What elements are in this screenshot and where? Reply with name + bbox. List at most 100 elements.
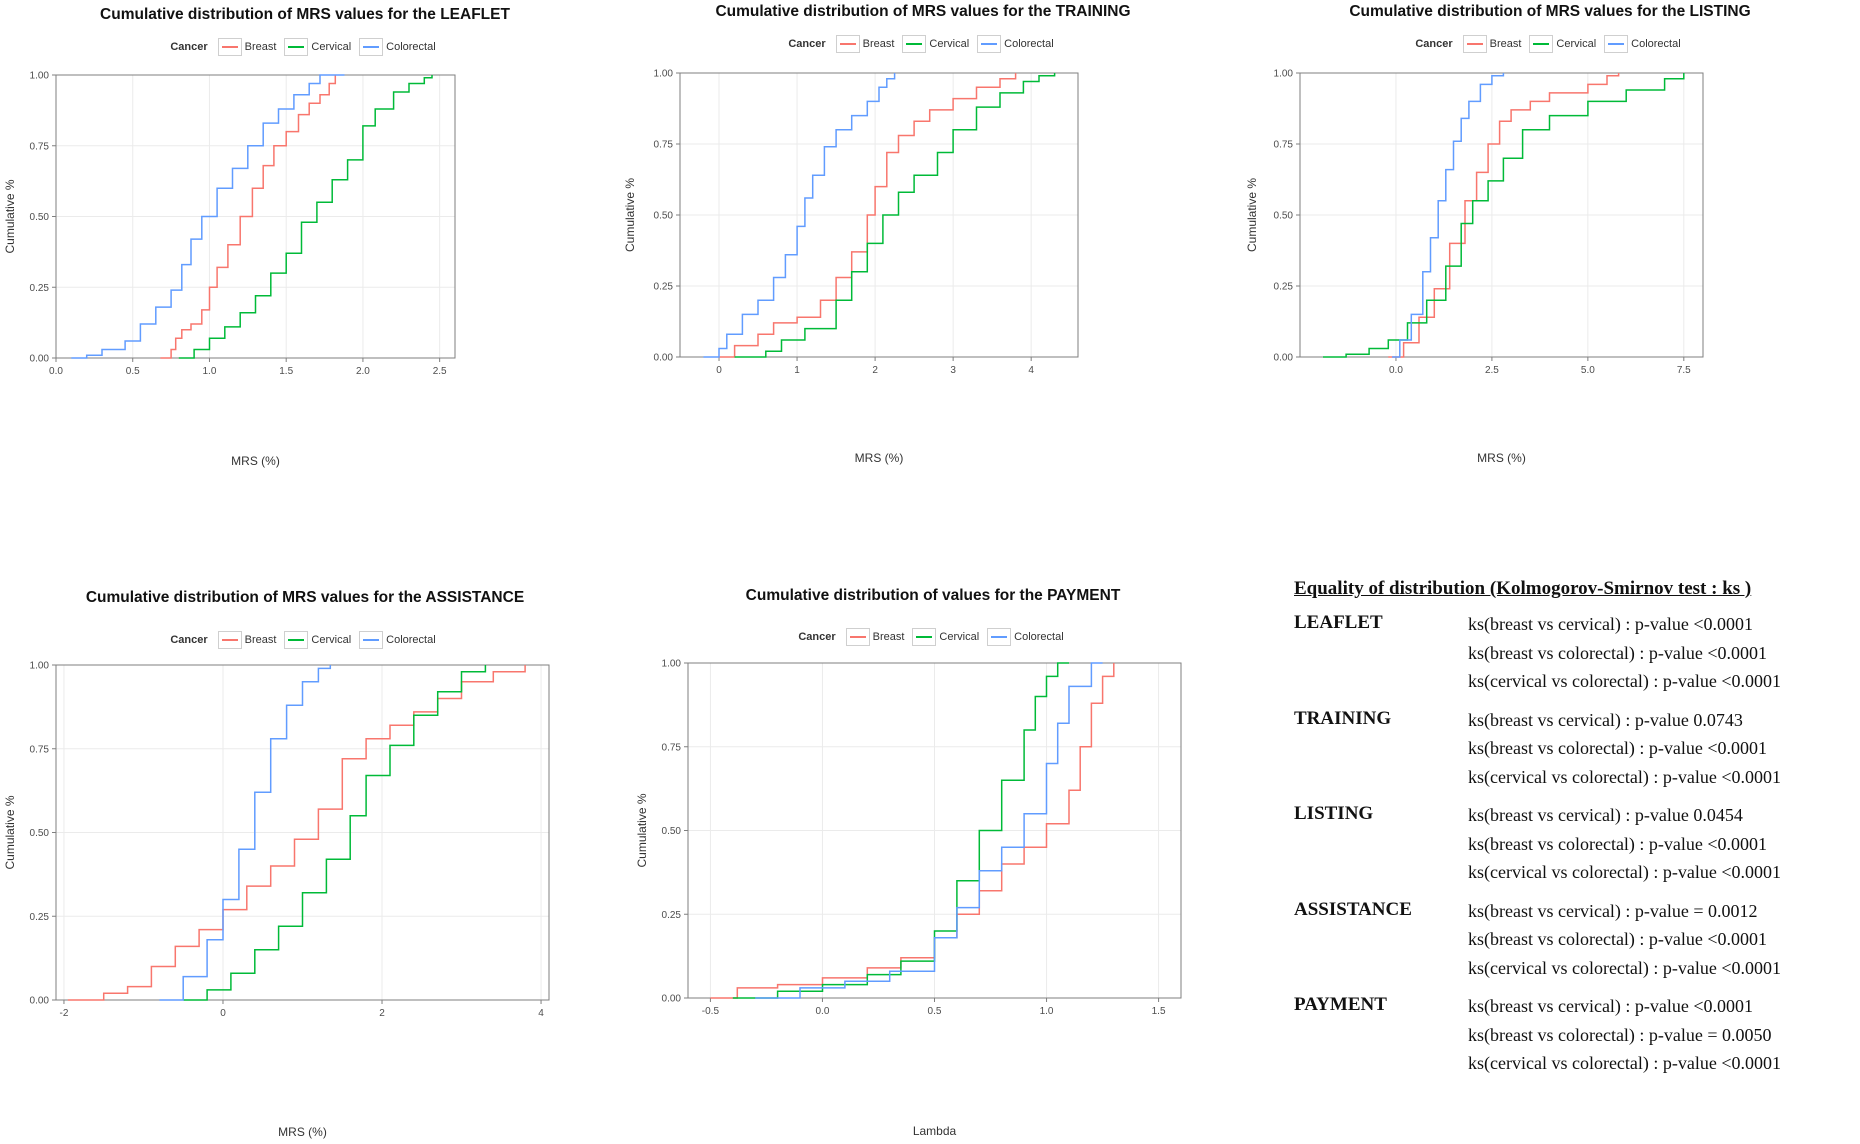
plot-frame [55,664,550,1001]
legend-item-cervical: Cervical [284,38,351,56]
legend-label: Colorectal [386,634,436,646]
x-tick-label: 3 [950,365,956,376]
ks-test-list: ks(breast vs cervical) : p-value 0.0743 … [1468,706,1781,792]
legend-title: Cancer [788,38,826,50]
ks-test-line: ks(cervical vs colorectal) : p-value <0.… [1468,862,1782,882]
legend-title: Cancer [170,634,208,646]
y-tick-label: 0.00 [30,996,50,1007]
y-tick-label: 0.00 [30,354,50,365]
legend-title: Cancer [1415,38,1453,50]
legend-title: Cancer [798,631,836,643]
ks-group-name: PAYMENT [1294,994,1387,1015]
series-line-cervical [732,662,1069,999]
x-tick-label: 7.5 [1677,365,1691,376]
ks-test-line: ks(cervical vs colorectal) : p-value <0.… [1468,957,1782,978]
y-axis-label: Cumulative % [3,179,17,253]
ks-test-line: ks(breast vs cervical) : p-value 0.0454 [1468,805,1743,825]
legend-label: Cervical [311,41,352,53]
legend-item-cervical: Cervical [902,35,969,53]
legend-label: Colorectal [1631,38,1681,50]
legend-item-breast: Breast [217,38,277,56]
legend-item-cervical: Cervical [1529,35,1596,53]
x-tick-label: 0.5 [928,1006,942,1017]
ks-group-name: TRAINING [1294,707,1392,729]
legend-label: Colorectal [386,41,436,53]
ks-test-line: ks(cervical vs colorectal) : p-value <0.… [1468,766,1782,787]
chart-title: Cumulative distribution of MRS values fo… [715,3,1131,20]
ks-group-name: LISTING [1294,803,1374,824]
legend-label: Breast [244,41,277,53]
chart-svg: 0.00 0.25 0.50 0.75 1.00 0.0 0.5 1.0 1.5 2.0 2.5 MR… [3,71,456,468]
y-tick-label: 0.50 [1274,211,1294,222]
chart-title: Cumulative distribution of MRS values fo… [1349,3,1751,20]
y-tick-label: 1.00 [1274,69,1294,80]
series-line-breast [719,73,1017,358]
x-tick-label: 2 [379,1008,385,1019]
series-line-cervical [183,665,487,1001]
legend-item-colorectal: Colorectal [987,628,1064,646]
chart-legend: Cancer Breast Cervical Colorectal [0,38,610,56]
chart-legend: Cancer Breast Cervical Colorectal [618,35,1228,53]
x-axis-label: MRS (%) [278,1125,327,1139]
legend-item-colorectal: Colorectal [977,35,1054,53]
plot-frame [687,662,1182,999]
series-line-cervical [734,73,1056,358]
chart-title: Cumulative distribution of MRS values fo… [100,6,510,23]
legend-item-breast: Breast [1462,35,1521,53]
x-tick-label: 1.5 [1152,1006,1166,1017]
x-tick-label: 2.0 [356,366,370,377]
legend-label: Breast [872,631,905,643]
legend-key-breast [217,38,242,56]
legend-key-colorectal [359,38,384,56]
y-tick-label: 0.75 [30,744,50,755]
y-tick-label: 0.50 [654,211,674,222]
legend-label: Cervical [311,634,352,646]
legend-item-colorectal: Colorectal [1604,35,1681,53]
x-tick-label: 0.0 [816,1006,830,1017]
chart-panel-assistance: Cumulative distribution of MRS values fo… [0,583,610,1144]
y-tick-label: 0.25 [30,283,50,294]
y-tick-label: 0.75 [1274,140,1294,151]
series-line-cervical [178,75,433,359]
legend-item-colorectal: Colorectal [359,631,436,649]
y-tick-label: 0.00 [654,353,674,364]
y-tick-label: 1.00 [30,71,50,82]
legend-title: Cancer [170,41,208,53]
series-line-breast [1388,73,1620,358]
y-axis-label: Cumulative % [1245,178,1259,252]
plot-frame [1299,72,1704,358]
x-tick-label: 2 [872,365,878,376]
y-tick-label: 0.50 [662,826,682,837]
legend-key-breast [1462,35,1487,53]
ks-group-listing: LISTING ks(breast vs cervical) : p-value… [1294,801,1854,887]
x-tick-label: 1 [794,365,800,376]
legend-label: Colorectal [1014,631,1064,643]
legend-label: Cervical [939,631,980,643]
ks-test-list: ks(breast vs cervical) : p-value <0.0001… [1468,992,1781,1078]
x-axis-label: MRS (%) [1477,451,1526,465]
chart-panel-leaflet: Cumulative distribution of MRS values fo… [0,0,610,475]
legend-key-breast [217,631,242,649]
legend-label: Cervical [929,38,970,50]
ks-group-payment: PAYMENT ks(breast vs cervical) : p-value… [1294,992,1854,1078]
x-axis-label: Lambda [913,1124,957,1138]
ks-test-line: ks(breast vs cervical) : p-value 0.0743 [1468,709,1743,730]
ks-title: Equality of distribution (Kolmogorov-Smi… [1294,578,1752,599]
y-tick-label: 0.50 [30,828,50,839]
chart-panel-training: Cumulative distribution of MRS values fo… [618,0,1228,475]
ks-test-line: ks(cervical vs colorectal) : p-value <0.… [1468,1053,1782,1073]
ks-test-panel: Equality of distribution (Kolmogorov-Smi… [1294,578,1854,1078]
y-tick-label: 0.25 [1274,282,1294,293]
series-line-colorectal [71,74,345,359]
series-line-colorectal [159,665,332,1001]
legend-key-cervical [902,35,927,53]
chart-panel-payment: Cumulative distribution of values for th… [628,583,1238,1144]
chart-svg: 0.00 0.25 0.50 0.75 1.00 -2 0 2 4 MRS (%) Cumulati… [3,661,550,1139]
series-line-colorectal [755,662,1103,999]
y-tick-label: 0.75 [30,141,50,152]
y-tick-label: 1.00 [30,661,50,672]
x-tick-label: -2 [59,1008,68,1019]
chart-legend: Cancer Breast Cervical Colorectal [0,631,610,649]
x-tick-label: 1.0 [203,366,217,377]
chart-title: Cumulative distribution of MRS values fo… [85,589,525,606]
